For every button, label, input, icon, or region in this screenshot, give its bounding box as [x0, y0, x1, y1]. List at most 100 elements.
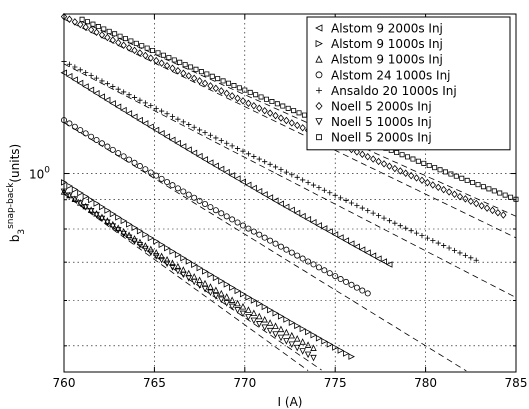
- data-point: [71, 196, 79, 203]
- data-point: [196, 152, 203, 160]
- data-point: [315, 71, 323, 79]
- data-point: [98, 93, 105, 100]
- data-point: [206, 159, 214, 166]
- data-point: [250, 102, 257, 110]
- data-point: [169, 248, 176, 255]
- data-point: [104, 207, 111, 214]
- data-point: [236, 85, 242, 91]
- data-point: [153, 56, 160, 65]
- data-point: [229, 92, 236, 100]
- data-point: [299, 212, 306, 220]
- data-point: [381, 215, 387, 221]
- legend-label: Alstom 24 1000s Inj: [331, 68, 451, 82]
- data-point: [142, 166, 149, 173]
- data-point: [152, 253, 160, 260]
- data-point: [163, 133, 171, 140]
- data-point: [272, 164, 279, 170]
- data-point: [315, 55, 323, 63]
- data-point: [115, 86, 121, 92]
- data-point: [310, 331, 317, 339]
- data-point: [285, 105, 291, 111]
- data-point: [169, 182, 176, 189]
- data-point: [456, 192, 464, 201]
- data-point: [109, 146, 116, 153]
- data-point: [188, 64, 194, 70]
- data-point: [267, 306, 274, 314]
- data-point: [283, 246, 290, 253]
- data-point: [77, 200, 84, 207]
- data-point: [120, 153, 127, 160]
- data-point: [288, 341, 296, 348]
- data-point: [191, 194, 198, 201]
- data-point: [266, 109, 274, 117]
- data-point: [426, 162, 432, 168]
- data-point: [66, 120, 73, 127]
- data-point: [239, 178, 246, 185]
- data-point: [315, 222, 322, 229]
- data-point: [115, 214, 122, 221]
- data-point: [191, 261, 198, 268]
- y-axis-label: b3snap-back(units): [6, 144, 27, 243]
- data-point: [375, 157, 382, 166]
- data-point: [174, 267, 182, 275]
- data-point: [245, 314, 252, 321]
- data-point: [255, 187, 263, 195]
- data-point: [169, 113, 176, 120]
- data-point: [326, 270, 333, 277]
- data-point: [136, 227, 144, 235]
- data-point: [90, 21, 96, 27]
- data-point: [239, 303, 247, 310]
- data-point: [218, 210, 225, 217]
- data-point: [85, 19, 91, 25]
- data-point: [171, 57, 177, 63]
- data-point: [430, 238, 436, 244]
- data-point: [305, 328, 312, 336]
- data-point: [163, 256, 171, 263]
- legend-item: Alstom 24 1000s Inj: [315, 68, 451, 82]
- data-point: [125, 44, 133, 52]
- data-point: [159, 108, 165, 114]
- legend-item: Ansaldo 20 1000s Inj: [316, 84, 457, 98]
- data-point: [223, 89, 230, 98]
- data-point: [223, 168, 230, 176]
- data-point: [186, 121, 192, 128]
- data-point: [315, 118, 323, 126]
- data-point: [296, 110, 302, 116]
- data-point: [120, 230, 127, 238]
- data-point: [375, 213, 382, 219]
- data-point: [147, 123, 154, 130]
- data-point: [310, 219, 317, 226]
- data-point: [201, 79, 209, 88]
- data-point: [231, 83, 237, 89]
- data-point: [282, 203, 290, 211]
- data-point: [196, 77, 203, 85]
- data-point: [220, 78, 226, 84]
- data-point: [435, 183, 442, 192]
- data-point: [71, 18, 78, 26]
- plot-frame: [63, 13, 517, 373]
- series-3: [60, 188, 317, 351]
- data-point: [338, 195, 344, 201]
- data-point: [299, 124, 306, 132]
- data-point: [234, 287, 242, 295]
- data-point: [353, 284, 360, 291]
- data-point: [277, 334, 285, 342]
- data-point: [71, 76, 78, 83]
- data-point: [261, 315, 268, 323]
- data-point: [223, 293, 230, 300]
- data-point: [272, 111, 279, 120]
- data-point: [402, 169, 409, 177]
- data-point: [131, 224, 139, 231]
- data-point: [88, 133, 95, 140]
- data-point: [239, 97, 247, 105]
- data-point: [316, 87, 322, 94]
- data-point: [82, 193, 90, 200]
- data-point: [185, 258, 193, 265]
- data-point: [266, 319, 274, 326]
- x-tick-label: 765: [143, 376, 166, 390]
- data-point: [77, 189, 84, 197]
- data-point: [343, 197, 349, 204]
- data-point: [104, 81, 110, 87]
- data-point: [441, 242, 447, 249]
- data-point: [114, 224, 122, 231]
